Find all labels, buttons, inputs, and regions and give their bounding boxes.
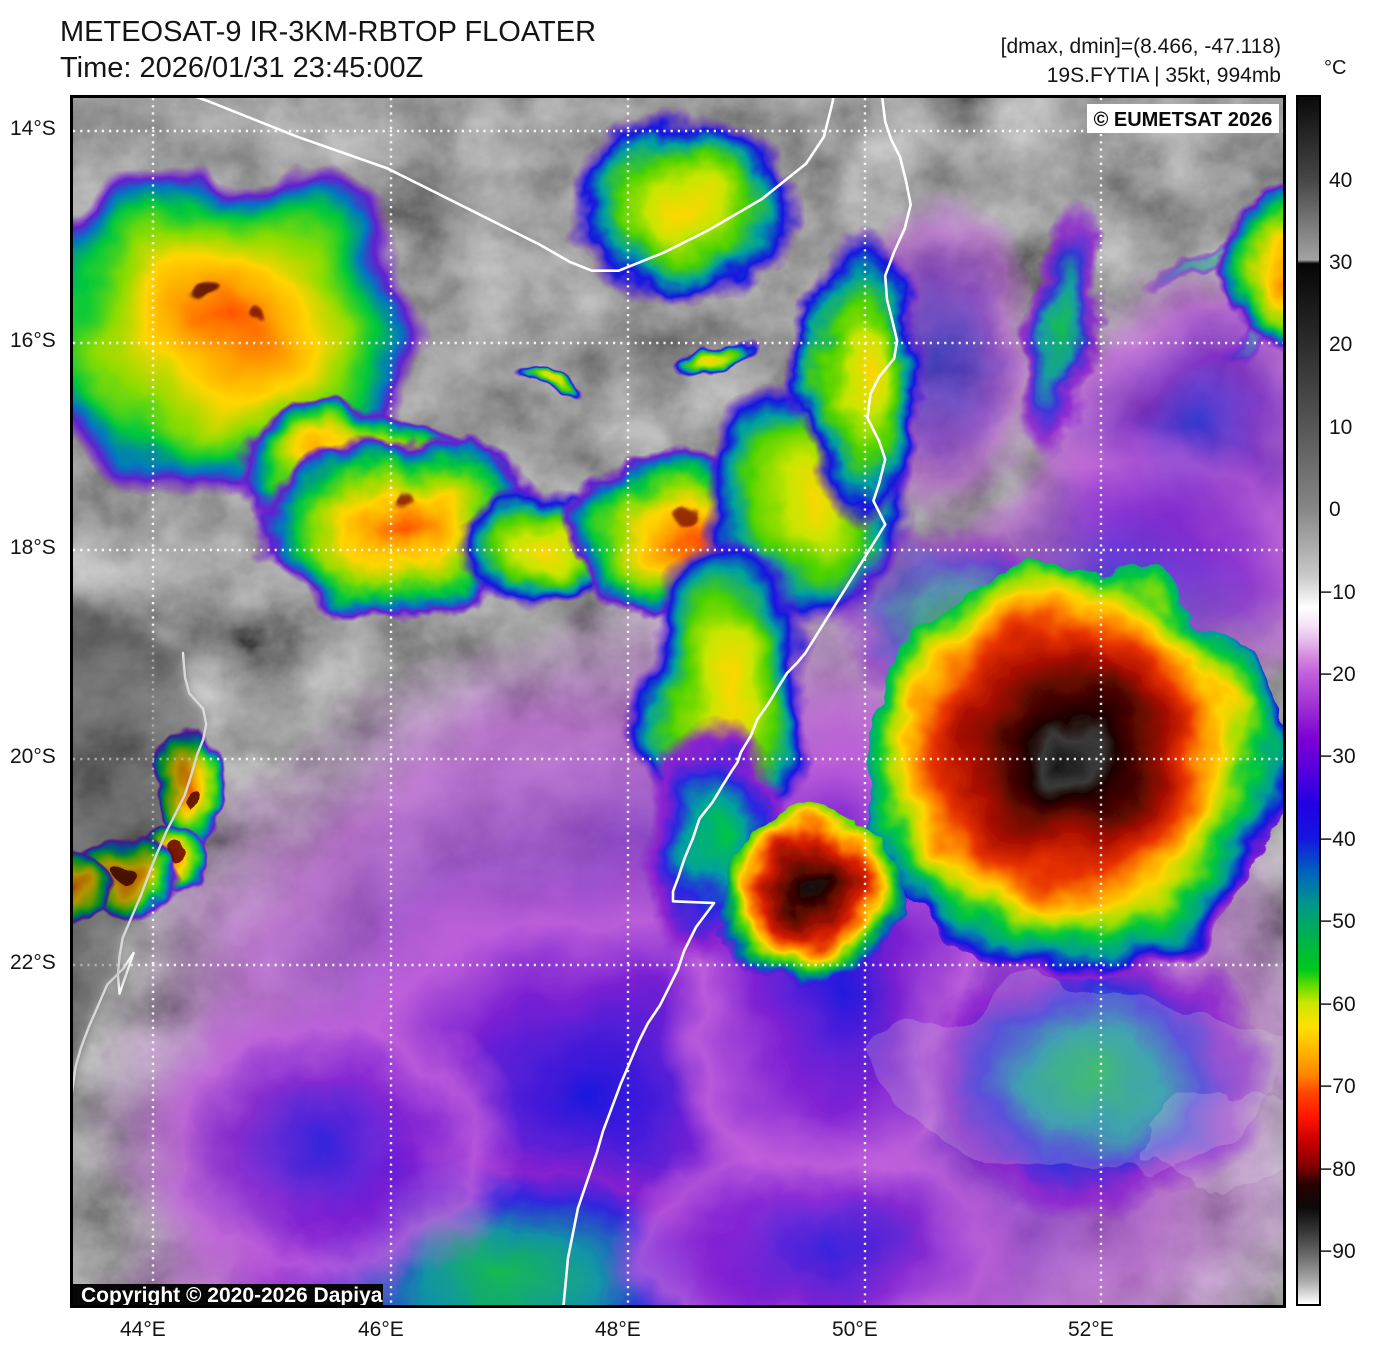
svg-text:Copyright © 2020-2026 Dapiya: Copyright © 2020-2026 Dapiya <box>81 1284 383 1307</box>
svg-text:© EUMETSAT 2026: © EUMETSAT 2026 <box>1094 109 1273 131</box>
